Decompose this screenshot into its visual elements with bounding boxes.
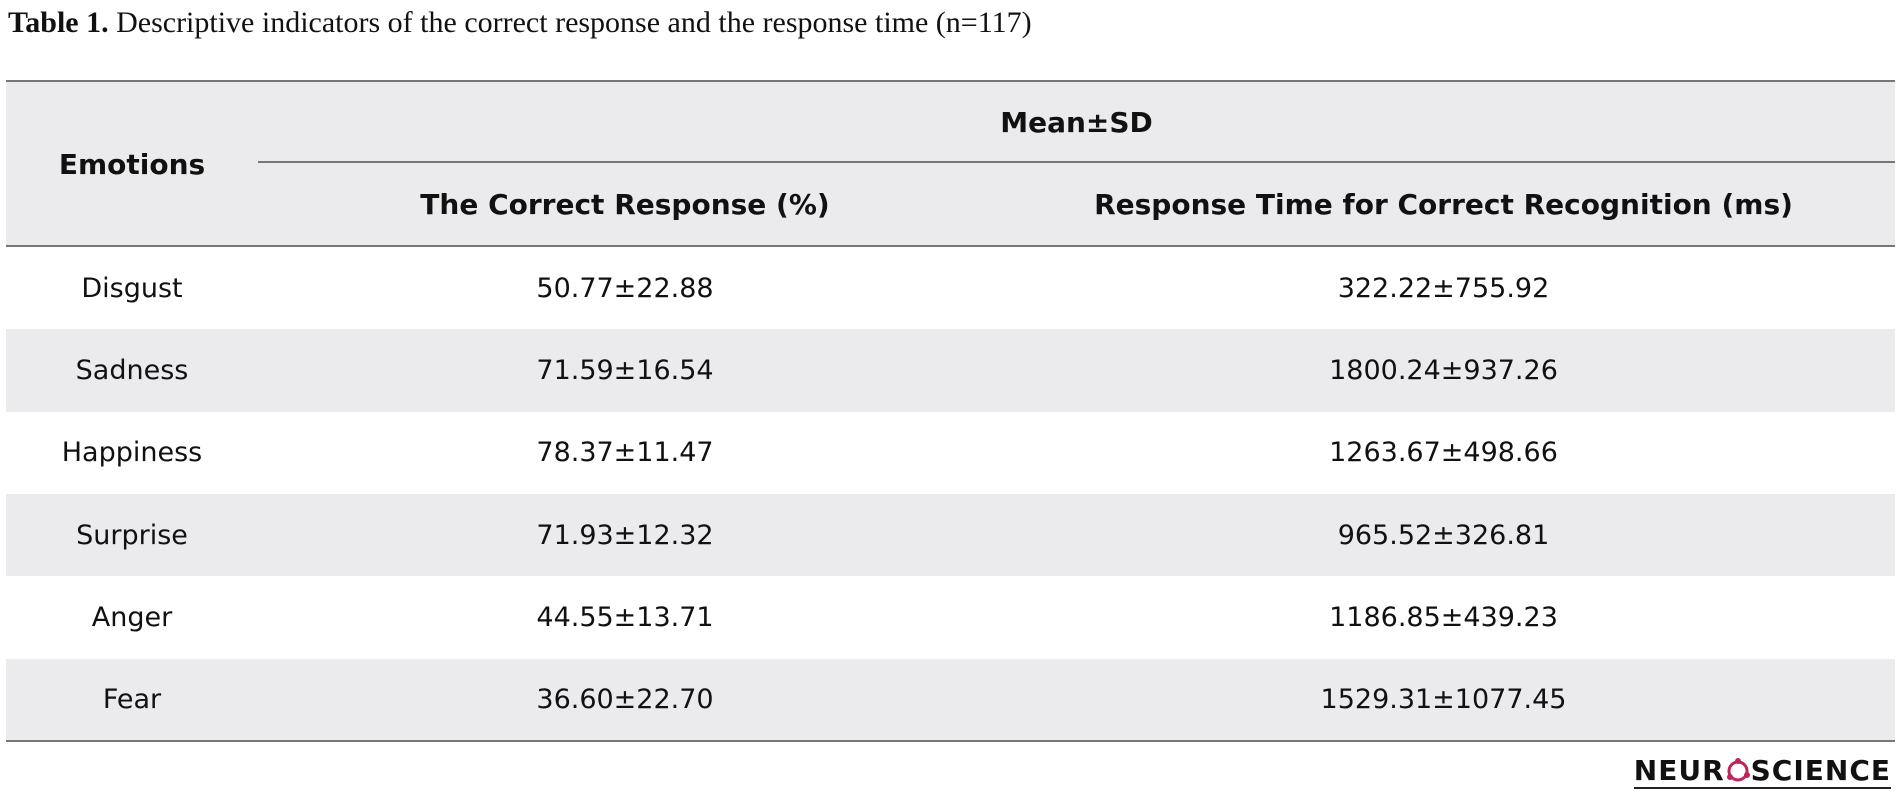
cell: 78.37±11.47 [536, 437, 714, 469]
cell: 1263.67±498.66 [1329, 437, 1558, 469]
cell: 50.77±22.88 [536, 272, 714, 304]
cell: 71.93±12.32 [536, 519, 714, 551]
logo-text: SCIENCE [1750, 754, 1891, 787]
logo-icon [1726, 757, 1750, 781]
cell: 1529.31±1077.45 [1320, 684, 1567, 716]
group-header: Mean±SD [1000, 105, 1153, 139]
row-label: Sadness [75, 354, 189, 386]
caption: Table 1. Descriptive indicators of the c… [8, 6, 1032, 40]
logo-text: NEUR [1633, 754, 1725, 787]
cell: 1800.24±937.26 [1329, 354, 1558, 386]
row-bg [6, 329, 1895, 412]
rule [6, 80, 1895, 82]
column-header: The Correct Response (%) [420, 187, 830, 221]
row-label: Fear [102, 684, 162, 716]
row-label: Surprise [76, 519, 188, 551]
row-bg [6, 658, 1895, 741]
row-header: Emotions [58, 147, 206, 181]
cell: 36.60±22.70 [536, 684, 714, 716]
row-label: Happiness [61, 437, 203, 469]
cell: 1186.85±439.23 [1329, 601, 1558, 633]
rule [6, 740, 1895, 742]
logo: NEUR SCIENCE [1633, 754, 1891, 789]
header-bg [6, 81, 1895, 246]
rule [258, 161, 1895, 163]
cell: 965.52±326.81 [1337, 519, 1550, 551]
cell: 71.59±16.54 [536, 354, 714, 386]
cell: 322.22±755.92 [1337, 272, 1550, 304]
rule [6, 245, 1895, 247]
row-label: Disgust [81, 272, 183, 304]
column-header: Response Time for Correct Recognition (m… [1094, 187, 1793, 221]
row-label: Anger [91, 601, 173, 633]
caption-label: Table 1. [8, 6, 109, 39]
caption-text: Descriptive indicators of the correct re… [116, 6, 1032, 39]
cell: 44.55±13.71 [536, 601, 714, 633]
row-bg [6, 493, 1895, 577]
